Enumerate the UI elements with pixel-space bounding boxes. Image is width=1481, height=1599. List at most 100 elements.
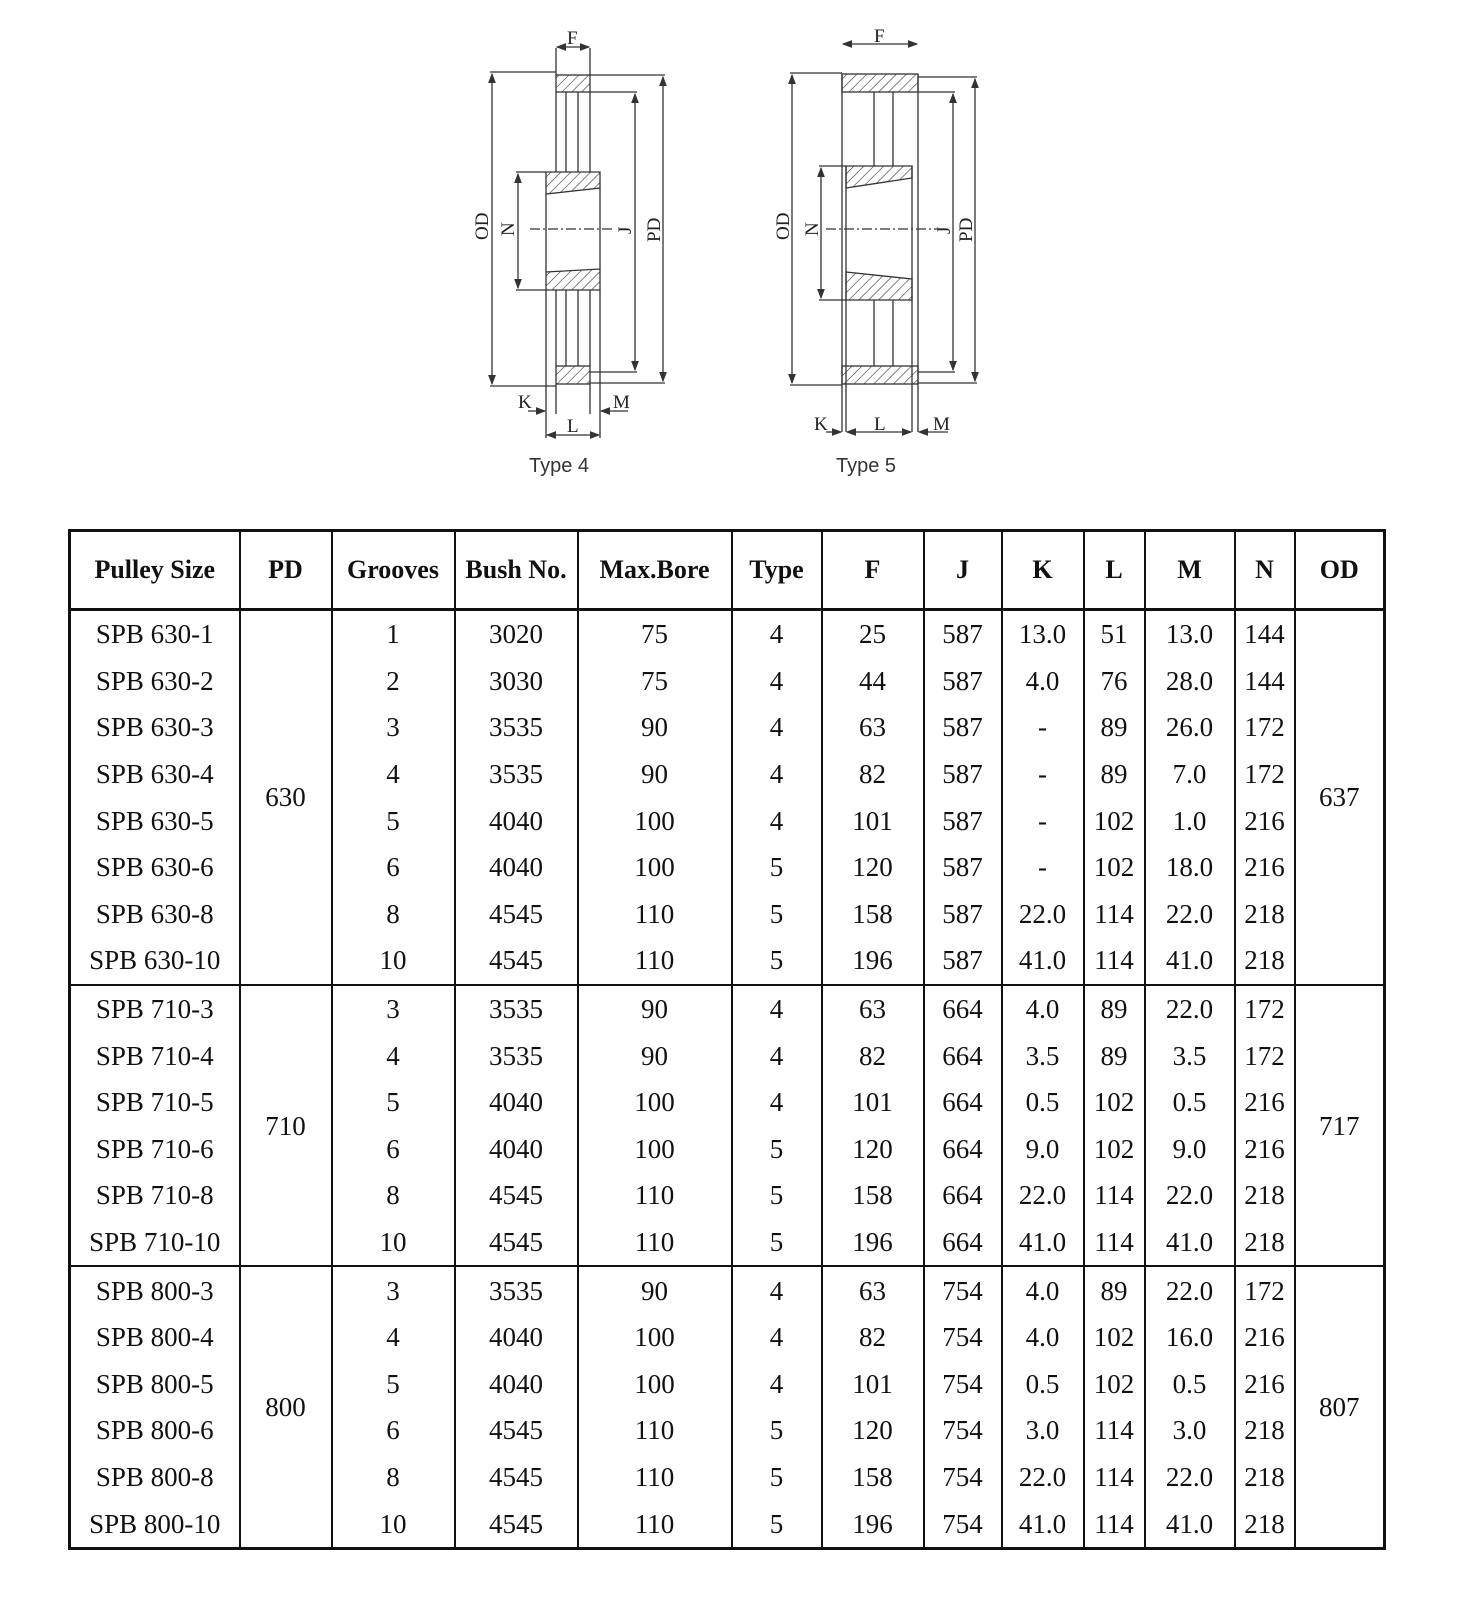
cell-l: 89 — [1082, 750, 1146, 798]
cell-pulley-size: SPB 800-6 — [68, 1407, 241, 1454]
cell-f: 196 — [820, 1500, 925, 1550]
cell-f: 82 — [820, 1032, 925, 1079]
svg-text:N: N — [498, 222, 519, 236]
type5-labels: F OD N J PD K L M Type 5 — [773, 26, 977, 477]
column-header-n: N — [1233, 530, 1296, 611]
cell-f: 120 — [820, 843, 925, 891]
cell-grooves: 5 — [330, 1360, 456, 1408]
cell-f: 120 — [820, 1407, 925, 1454]
svg-text:J: J — [934, 227, 955, 234]
cell-l: 89 — [1082, 984, 1146, 1033]
column-header-bush-no: Bush No. — [453, 530, 579, 611]
cell-grooves: 3 — [330, 1266, 456, 1314]
table-row: SPB 800-8 8 4545 110 5 158 754 22.0 114 22.0 218 — [68, 1453, 1385, 1501]
cell-n: 218 — [1233, 1500, 1296, 1550]
cell-bush-no: 4040 — [453, 1125, 579, 1173]
cell-l: 102 — [1082, 1125, 1146, 1173]
cell-m: 26.0 — [1143, 704, 1236, 751]
cell-type: 4 — [730, 1360, 823, 1408]
table-row: SPB 710-3 710 3 3535 90 4 63 664 4.0 89 22.0 172 717 — [68, 984, 1386, 1268]
cell-max-bore: 110 — [576, 1172, 733, 1219]
table-row: SPB 710-6 6 4040 100 5 120 664 9.0 102 9.0 216 — [68, 1125, 1385, 1173]
cell-bush-no: 4040 — [453, 1313, 579, 1361]
cell-pulley-size: SPB 800-8 — [68, 1453, 241, 1501]
cell-f: 196 — [820, 937, 925, 986]
cell-j: 754 — [922, 1313, 1003, 1361]
table-row: SPB 800-10 10 4545 110 5 196 754 41.0 114 41.0 218 — [68, 1500, 1385, 1550]
cell-type: 4 — [730, 1032, 823, 1079]
svg-text:K: K — [518, 392, 532, 413]
cell-pulley-size: SPB 800-10 — [68, 1500, 241, 1550]
type5-drawing — [788, 40, 979, 436]
cell-bush-no: 3535 — [453, 984, 579, 1033]
cell-j: 664 — [922, 1032, 1003, 1079]
table-row: SPB 710-4 4 3535 90 4 82 664 3.5 89 3.5 172 — [68, 1032, 1385, 1079]
cell-f: 101 — [820, 1360, 925, 1408]
svg-text:N: N — [802, 222, 823, 236]
cell-m: 22.0 — [1143, 1453, 1236, 1501]
cell-bush-no: 4545 — [453, 1218, 579, 1268]
cell-l: 89 — [1082, 1266, 1146, 1314]
type4-labels: F OD N J PD K M L Type 4 — [472, 28, 665, 477]
cell-l: 102 — [1082, 797, 1146, 844]
cell-pulley-size: SPB 710-4 — [68, 1032, 241, 1079]
cell-max-bore: 100 — [576, 1125, 733, 1173]
column-header-m: M — [1143, 530, 1236, 611]
svg-text:PD: PD — [956, 218, 977, 242]
cell-k: 22.0 — [1000, 1453, 1085, 1501]
cell-n: 218 — [1233, 1218, 1296, 1268]
cell-max-bore: 100 — [576, 1313, 733, 1361]
cell-max-bore: 90 — [576, 1032, 733, 1079]
cell-m: 22.0 — [1143, 1172, 1236, 1219]
cell-bush-no: 3535 — [453, 1266, 579, 1314]
column-header-k: K — [1000, 530, 1085, 611]
cell-f: 158 — [820, 1172, 925, 1219]
cell-bush-no: 4040 — [453, 1078, 579, 1126]
pulley-drawings: F OD N J PD K M L Type 4 F OD N J — [472, 26, 979, 477]
cell-pulley-size: SPB 630-6 — [68, 843, 241, 891]
cell-n: 172 — [1233, 704, 1296, 751]
cell-type: 5 — [730, 1218, 823, 1268]
cell-bush-no: 4040 — [453, 843, 579, 891]
cell-l: 114 — [1082, 937, 1146, 986]
cell-k: 3.5 — [1000, 1032, 1085, 1079]
cell-grooves: 8 — [330, 1172, 456, 1219]
cell-j: 587 — [922, 750, 1003, 798]
cell-max-bore: 100 — [576, 797, 733, 844]
cell-n: 144 — [1233, 609, 1296, 658]
cell-pulley-size: SPB 710-5 — [68, 1078, 241, 1126]
column-header-j: J — [922, 530, 1003, 611]
cell-n: 218 — [1233, 937, 1296, 986]
cell-n: 218 — [1233, 1172, 1296, 1219]
cell-k: 0.5 — [1000, 1360, 1085, 1408]
column-header-l: L — [1082, 530, 1146, 611]
cell-grooves: 10 — [330, 937, 456, 986]
cell-m: 3.5 — [1143, 1032, 1236, 1079]
cell-n: 216 — [1233, 1078, 1296, 1126]
cell-pulley-size: SPB 630-2 — [68, 657, 241, 705]
cell-bush-no: 3020 — [453, 609, 579, 658]
cell-grooves: 6 — [330, 843, 456, 891]
cell-k: - — [1000, 750, 1085, 798]
cell-f: 82 — [820, 750, 925, 798]
cell-max-bore: 75 — [576, 657, 733, 705]
table-row: SPB 630-10 10 4545 110 5 196 587 41.0 114 41.0 218 — [68, 937, 1385, 986]
column-header-pd: PD — [238, 530, 333, 611]
cell-n: 172 — [1233, 1266, 1296, 1314]
cell-n: 218 — [1233, 890, 1296, 938]
cell-max-bore: 110 — [576, 1453, 733, 1501]
cell-k: - — [1000, 704, 1085, 751]
cell-m: 16.0 — [1143, 1313, 1236, 1361]
cell-max-bore: 110 — [576, 1500, 733, 1550]
svg-text:M: M — [613, 392, 630, 413]
cell-pulley-size: SPB 630-8 — [68, 890, 241, 938]
cell-f: 101 — [820, 1078, 925, 1126]
cell-j: 587 — [922, 704, 1003, 751]
cell-j: 754 — [922, 1453, 1003, 1501]
cell-j: 664 — [922, 1218, 1003, 1268]
cell-n: 172 — [1233, 750, 1296, 798]
cell-type: 4 — [730, 797, 823, 844]
cell-k: 0.5 — [1000, 1078, 1085, 1126]
cell-j: 664 — [922, 1172, 1003, 1219]
table-row: SPB 800-6 6 4545 110 5 120 754 3.0 114 3.0 218 — [68, 1407, 1385, 1454]
